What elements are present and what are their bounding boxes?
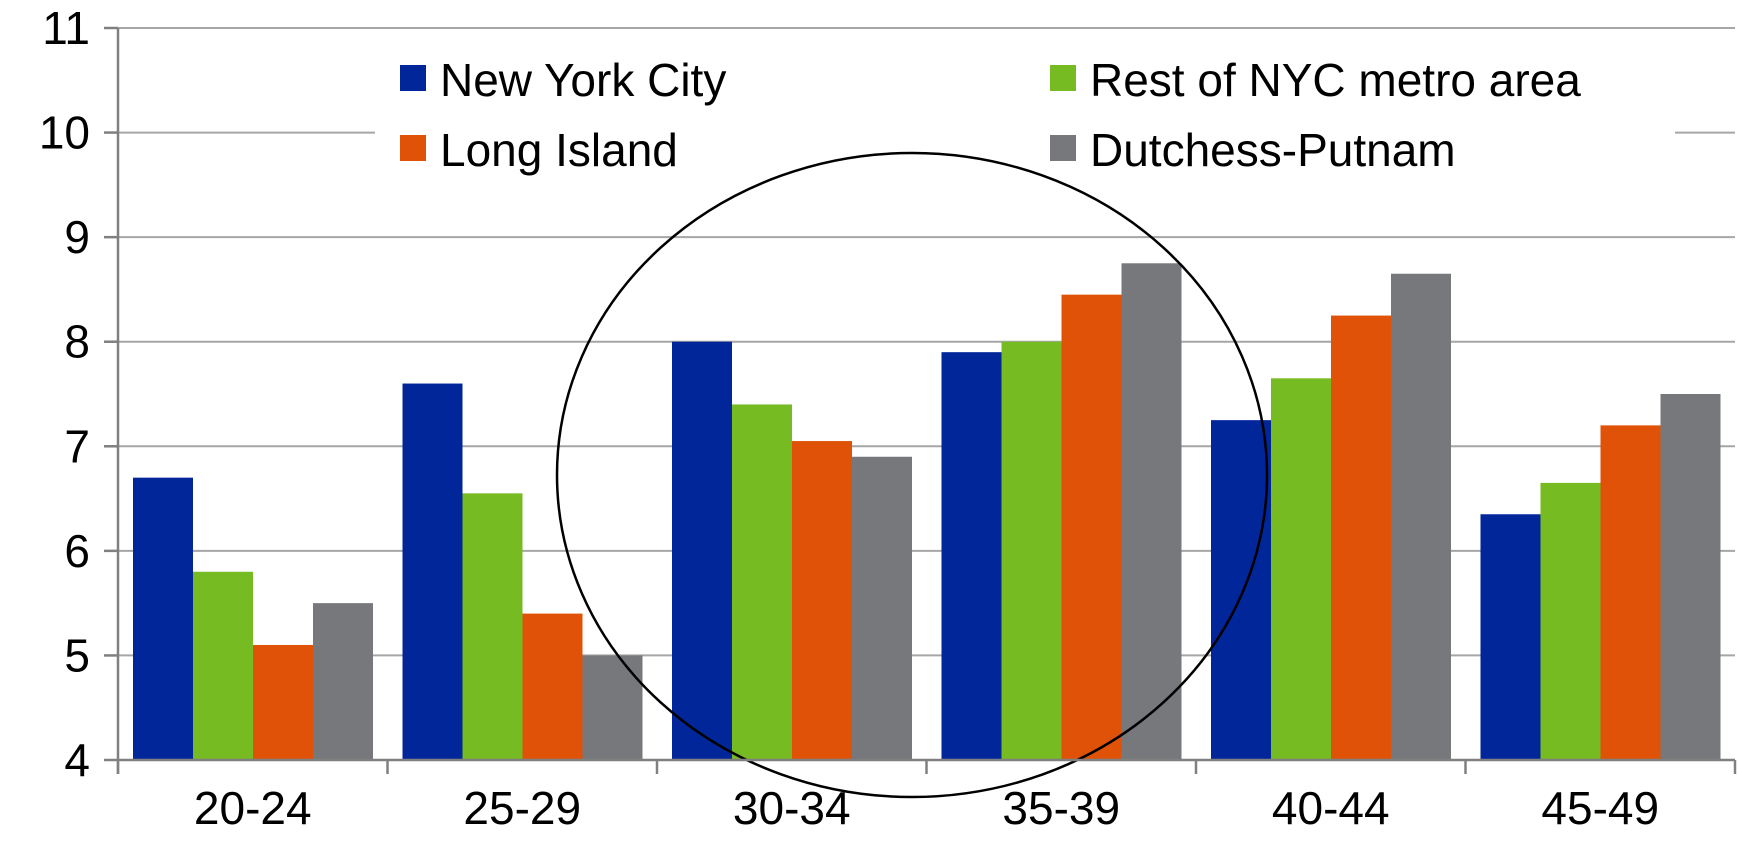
legend-swatch: [1050, 135, 1076, 161]
bar-35-39-3: [1061, 294, 1122, 760]
x-tick-label: 35-39: [1002, 782, 1120, 834]
axes: 4 5 6 7 8 9 10 11 20-24 25-29 30-34 35-39 40-44 45-49: [39, 2, 1737, 834]
bar-30-34-4: [852, 456, 912, 760]
x-tick-label: 25-29: [463, 782, 581, 834]
bar-40-44-3: [1331, 315, 1391, 760]
bar-20-24-3: [253, 644, 313, 760]
highlight-ellipse: [555, 151, 1269, 799]
y-tick-label: 7: [64, 420, 90, 472]
bar-45-49-2: [1540, 482, 1601, 760]
bar-45-49-3: [1600, 425, 1661, 760]
x-tick-label: 30-34: [733, 782, 851, 834]
x-tick-label: 45-49: [1541, 782, 1659, 834]
legend-swatch: [1050, 65, 1076, 91]
y-tick-label: 4: [64, 734, 90, 786]
bar-25-29-1: [402, 383, 463, 760]
bar-25-29-4: [582, 655, 643, 760]
legend: New York City Rest of NYC metro area Long …: [375, 40, 1675, 185]
legend-label: Long Island: [440, 124, 678, 176]
bar-35-39-4: [1121, 263, 1182, 760]
bar-25-29-2: [462, 493, 523, 760]
y-tick-label: 8: [64, 316, 90, 368]
bar-20-24-1: [133, 477, 193, 760]
legend-swatch: [400, 65, 426, 91]
legend-label: New York City: [440, 54, 726, 106]
bar-40-44-2: [1271, 378, 1331, 760]
bar-45-49-4: [1660, 394, 1721, 760]
bar-45-49-1: [1480, 514, 1541, 760]
y-tick-label: 11: [42, 2, 90, 54]
bar-30-34-1: [672, 341, 732, 760]
legend-background: [375, 40, 1675, 185]
legend-swatch: [400, 135, 426, 161]
legend-label: Rest of NYC metro area: [1090, 54, 1581, 106]
legend-label: Dutchess-Putnam: [1090, 124, 1456, 176]
bar-35-39-2: [1001, 341, 1062, 760]
bar-35-39-1: [941, 352, 1002, 760]
bar-40-44-4: [1391, 273, 1451, 760]
y-tick-label: 10: [39, 107, 90, 159]
y-tick-label: 6: [64, 525, 90, 577]
bar-40-44-1: [1211, 420, 1271, 760]
bar-25-29-3: [522, 613, 583, 760]
bar-20-24-2: [193, 571, 253, 760]
x-tick-label: 40-44: [1272, 782, 1390, 834]
annotation: [555, 151, 1269, 799]
y-tick-label: 5: [64, 629, 90, 681]
bar-30-34-2: [732, 404, 792, 760]
bar-20-24-4: [313, 603, 373, 760]
x-tick-label: 20-24: [194, 782, 312, 834]
y-tick-label: 9: [64, 211, 90, 263]
bars: [133, 263, 1721, 760]
bar-30-34-3: [792, 441, 852, 760]
